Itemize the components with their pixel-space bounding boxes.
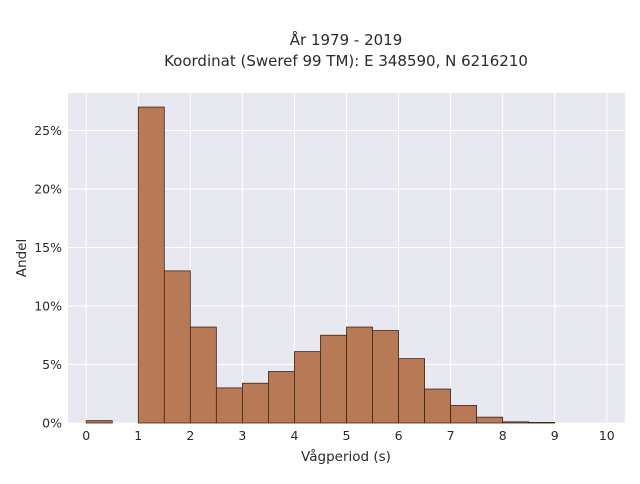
- bar-4: [189, 326, 217, 424]
- bar-10: [346, 326, 373, 424]
- bar-5: [215, 387, 243, 424]
- x-tick-label-7: 7: [447, 428, 455, 443]
- bars: [85, 106, 556, 424]
- x-tick-label-9: 9: [551, 428, 559, 443]
- bar-16: [502, 421, 530, 424]
- y-tick-labels: 0% 5% 10% 15% 20% 25%: [34, 123, 62, 431]
- y-axis-title: Andel: [14, 239, 30, 277]
- bar-3: [163, 270, 191, 424]
- y-tick-label-2: 10%: [34, 298, 62, 313]
- x-tick-label-5: 5: [343, 428, 351, 443]
- bar-6: [241, 382, 269, 424]
- x-tick-label-0: 0: [82, 428, 90, 443]
- bar-14: [450, 405, 478, 424]
- x-tick-label-2: 2: [186, 428, 194, 443]
- chart-title-line1: År 1979 - 2019: [290, 30, 403, 49]
- bar-17: [528, 422, 556, 424]
- x-tick-label-3: 3: [238, 428, 246, 443]
- x-axis-title: Vågperiod (s): [301, 448, 391, 465]
- y-tick-label-1: 5%: [42, 357, 62, 372]
- bar-7: [268, 371, 295, 424]
- y-tick-label-0: 0%: [42, 416, 62, 431]
- x-tick-label-1: 1: [134, 428, 142, 443]
- y-tick-label-4: 20%: [34, 181, 62, 196]
- bar-9: [320, 334, 347, 424]
- bar-13: [424, 388, 452, 424]
- x-tick-label-8: 8: [499, 428, 507, 443]
- bar-8: [294, 351, 321, 424]
- x-tick-label-4: 4: [290, 428, 298, 443]
- x-tick-labels: 0 1 2 3 4 5 6 7 8 9 10: [82, 428, 615, 443]
- bar-12: [398, 358, 425, 424]
- y-tick-label-3: 15%: [34, 240, 62, 255]
- bar-15: [476, 416, 504, 424]
- x-tick-label-10: 10: [599, 428, 615, 443]
- x-tick-label-6: 6: [395, 428, 403, 443]
- bar-2: [137, 106, 165, 424]
- y-tick-label-5: 25%: [34, 123, 62, 138]
- chart-title-line2: Koordinat (Sweref 99 TM): E 348590, N 62…: [164, 52, 528, 70]
- bar-11: [372, 330, 399, 424]
- bar-0: [85, 420, 113, 424]
